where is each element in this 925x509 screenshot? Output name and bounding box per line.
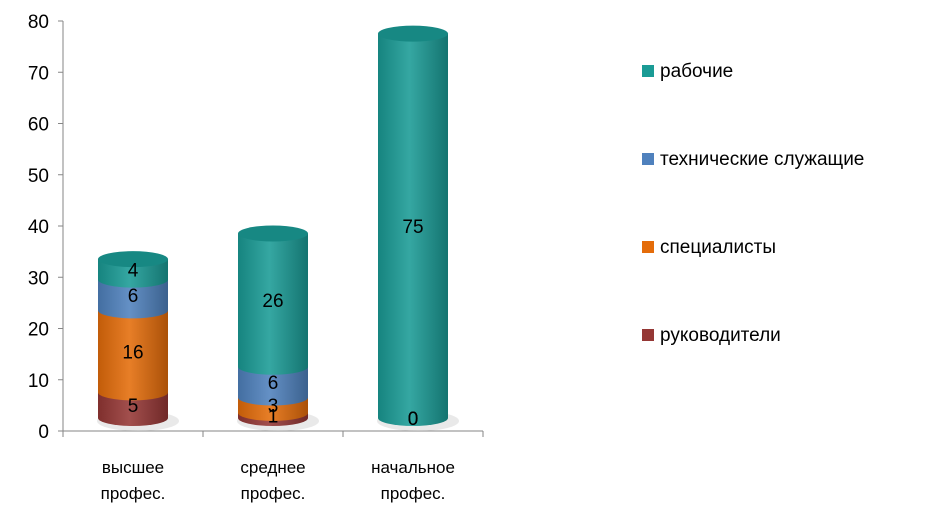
legend-swatch	[642, 153, 654, 165]
bar-segment-рабочие	[378, 33, 448, 426]
y-tick-label: 50	[28, 166, 49, 187]
data-label: 6	[128, 286, 139, 307]
data-label: 3	[268, 396, 279, 417]
data-label: 75	[402, 217, 423, 238]
cylinder-top	[378, 25, 448, 42]
legend-swatch	[642, 329, 654, 341]
y-tick-label: 40	[28, 217, 49, 238]
y-tick-label: 60	[28, 115, 49, 136]
legend-label: специалисты	[660, 237, 776, 258]
legend-swatch	[642, 241, 654, 253]
data-label: 5	[128, 396, 139, 417]
data-label: 6	[268, 373, 279, 394]
legend-label: рабочие	[660, 61, 733, 82]
cylinder-top	[98, 251, 168, 268]
legend-label: технические служащие	[660, 149, 864, 170]
legend-label: руководители	[660, 325, 781, 346]
data-label: 1	[268, 406, 279, 427]
x-category-label: высшее профес.	[101, 458, 166, 503]
y-tick-label: 10	[28, 371, 49, 392]
bar-segment-технические-служащие	[98, 279, 168, 319]
bar-segment-технические-служащие	[238, 366, 308, 406]
bar-segment-рабочие	[98, 259, 168, 288]
bar-segment-рабочие	[238, 233, 308, 375]
data-label: 0	[408, 409, 419, 430]
bar-segment-специалисты	[98, 310, 168, 401]
data-label: 0	[408, 409, 419, 430]
x-category-label-line: среднее	[240, 458, 305, 477]
bar-segment-руководители	[98, 392, 168, 426]
y-tick-label: 20	[28, 320, 49, 341]
x-category-label: среднее профес.	[240, 458, 305, 503]
data-label: 26	[262, 291, 283, 312]
x-category-label-line: профес.	[101, 484, 166, 503]
x-category-label: начальное профес.	[371, 458, 455, 503]
x-category-label-line: начальное	[371, 458, 455, 477]
y-tick-label: 80	[28, 12, 49, 33]
bars	[97, 25, 459, 431]
data-label: 16	[122, 342, 143, 363]
x-category-label-line: высшее	[102, 458, 164, 477]
y-tick-label: 30	[28, 268, 49, 289]
legend: рабочие технические служащие специалисты ру…	[642, 61, 864, 346]
x-category-label-line: профес.	[381, 484, 446, 503]
legend-swatch	[642, 65, 654, 77]
y-tick-label: 0	[38, 422, 49, 443]
x-category-label-line: профес.	[241, 484, 306, 503]
cylinder-top	[238, 225, 308, 242]
data-label: 4	[128, 260, 139, 281]
y-tick-label: 70	[28, 63, 49, 84]
